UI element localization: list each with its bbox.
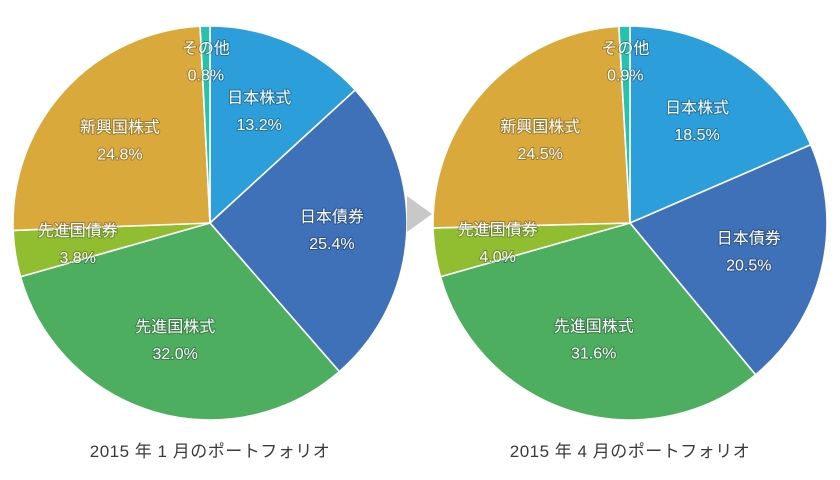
pie-slice-0 [629,25,812,224]
pie-chart-january: 日本株式 13.2% 日本債券 25.4% 先進国株式 32.0% 先進国債券 3.8% 新興国… [12,25,408,461]
slice-label-5: その他 0.9% [601,40,649,85]
slice-label-4: 新興国株式 24.8% [80,119,160,164]
pie-january-svg: 日本株式 13.2% 日本債券 25.4% 先進国株式 32.0% 先進国債券 3.8% 新興国… [12,25,408,421]
slice-label-0: 日本株式 13.2% [227,89,291,134]
pie-slice-4 [12,25,211,232]
pie-slice-5 [618,25,631,224]
arrow-right-icon [407,196,432,232]
slice-label-0: 日本株式 18.5% [665,99,729,144]
pie-slice-1 [629,143,828,376]
slice-label-2: 先進国株式 31.6% [554,318,634,363]
slice-label-5: その他 0.8% [182,40,230,85]
slice-label-1: 日本債券 20.5% [717,230,781,275]
chart-caption-april: 2015 年 4 月のポートフォリオ [509,442,751,461]
pie-slice-4 [432,25,631,229]
slice-label-3: 先進国債券 4.0% [458,221,538,266]
chart-caption-january: 2015 年 1 月のポートフォリオ [89,442,331,461]
slice-label-4: 新興国株式 24.5% [500,118,580,163]
pie-slice-2 [19,222,341,421]
pie-slice-2 [439,222,757,421]
slice-label-2: 先進国株式 32.0% [135,318,215,363]
slice-label-3: 先進国債券 3.8% [38,222,118,267]
slice-label-1: 日本債券 25.4% [300,208,364,253]
pie-slice-0 [209,25,357,224]
pie-april-svg: 日本株式 18.5% 日本債券 20.5% 先進国株式 31.6% 先進国債券 4.0% 新興国… [432,25,828,421]
pie-slice-5 [199,25,211,224]
pie-chart-april: 日本株式 18.5% 日本債券 20.5% 先進国株式 31.6% 先進国債券 4.0% 新興国… [420,0,840,480]
pie-slice-1 [209,89,408,373]
